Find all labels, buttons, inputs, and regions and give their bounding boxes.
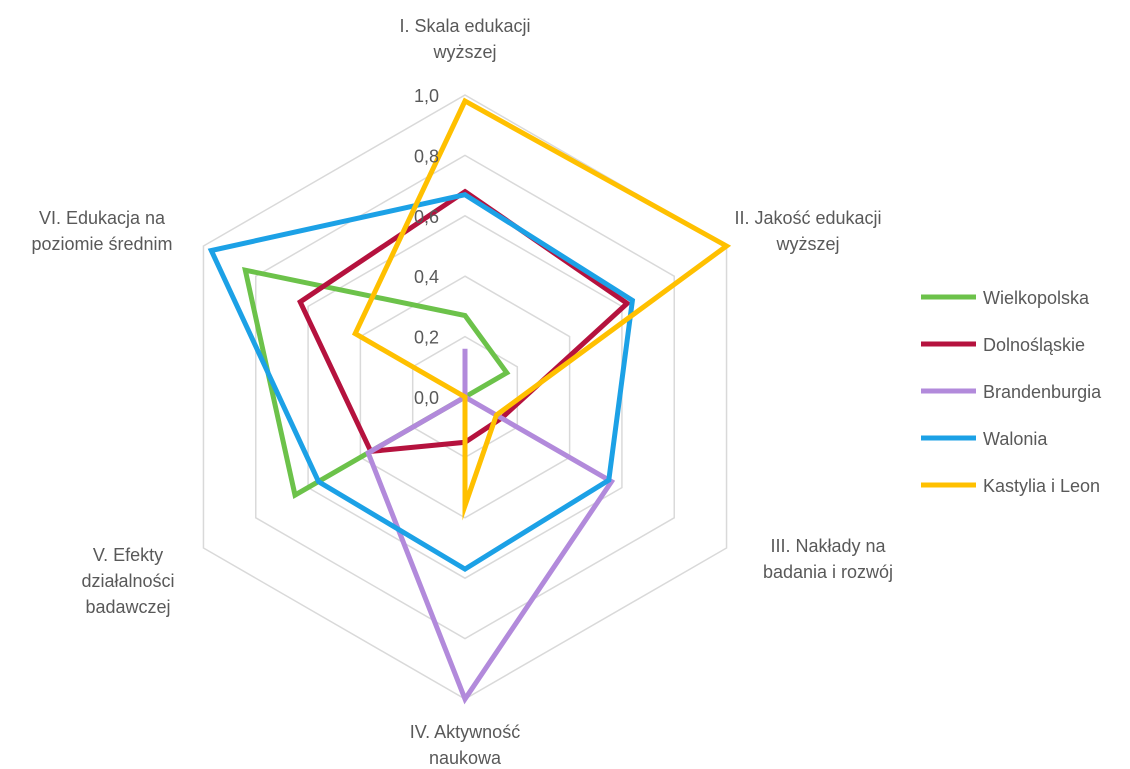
tick-label: 0,4 xyxy=(414,267,439,287)
series-line-0 xyxy=(242,266,511,499)
series-line-2 xyxy=(365,348,616,705)
legend-label: Brandenburgia xyxy=(983,382,1102,402)
grid-ring xyxy=(255,154,675,640)
axis-labels: I. Skala edukacji wyższej II. Jakość eduka… xyxy=(31,16,893,768)
tick-label: 0,6 xyxy=(414,207,439,227)
radial-tick-labels: 0,0 0,2 0,4 0,6 0,8 1,0 xyxy=(414,86,439,408)
legend-label: Wielkopolska xyxy=(983,288,1090,308)
tick-label: 0,8 xyxy=(414,146,439,166)
axis-label: I. Skala edukacji wyższej xyxy=(399,16,530,62)
legend-label: Walonia xyxy=(983,429,1048,449)
tick-label: 1,0 xyxy=(414,86,439,106)
legend: Wielkopolska Dolnośląskie Brandenburgia Wal… xyxy=(921,288,1102,496)
series-line-4 xyxy=(351,97,732,521)
series-line-3 xyxy=(207,192,636,573)
radar-series xyxy=(207,97,732,705)
axis-label: III. Nakłady na badania i rozwój xyxy=(763,536,893,582)
legend-label: Dolnośląskie xyxy=(983,335,1085,355)
axis-label: VI. Edukacja na poziomie średnim xyxy=(31,208,172,254)
axis-label: II. Jakość edukacji wyższej xyxy=(734,208,881,254)
axis-label: IV. Aktywność naukowa xyxy=(410,722,520,768)
legend-label: Kastylia i Leon xyxy=(983,476,1100,496)
tick-label: 0,2 xyxy=(414,328,439,348)
axis-label: V. Efekty działalności badawczej xyxy=(81,545,174,617)
tick-label: 0,0 xyxy=(414,388,439,408)
